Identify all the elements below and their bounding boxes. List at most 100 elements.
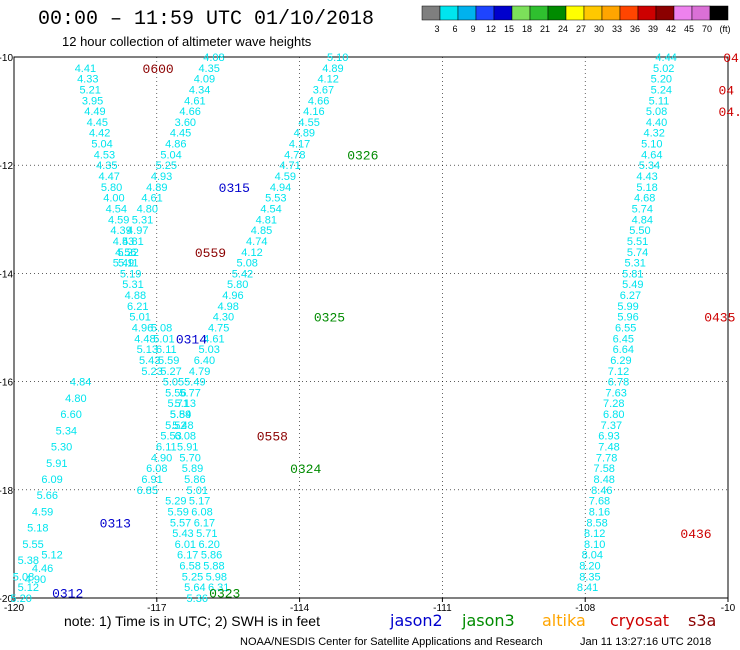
wave-height-point: 4.34 bbox=[189, 84, 210, 96]
wave-height-point: 5.21 bbox=[79, 84, 100, 96]
wave-height-point: 4.09 bbox=[194, 74, 215, 86]
wave-height-point: 5.86 bbox=[201, 550, 222, 562]
wave-height-point: 5.38 bbox=[18, 555, 39, 567]
colorbar-label: 27 bbox=[576, 24, 586, 34]
wave-height-point: 5.13 bbox=[137, 344, 158, 356]
x-tick-label: -114 bbox=[290, 603, 310, 614]
wave-height-point: 6.20 bbox=[198, 539, 219, 551]
wave-height-point: 6.93 bbox=[598, 431, 619, 443]
wave-height-point: 5.19 bbox=[120, 268, 141, 280]
plot-area: -120 -117 -114 -111 -108 -10 -10 -12 -14 -16 -18 -2… bbox=[0, 51, 740, 614]
x-tick-label: -10 bbox=[721, 603, 736, 614]
wave-height-point: 5.03 bbox=[198, 344, 219, 356]
wave-height-point: 4.43 bbox=[636, 171, 657, 183]
wave-height-point: 7.68 bbox=[589, 496, 610, 508]
wave-height-point: 4.86 bbox=[165, 139, 186, 151]
wave-height-point: 5.53 bbox=[160, 431, 181, 443]
wave-height-point: 4.17 bbox=[289, 139, 310, 151]
wave-height-point: 4.46 bbox=[32, 563, 53, 575]
pass-time-label: 0313 bbox=[100, 516, 131, 531]
wave-height-point: 5.01 bbox=[153, 333, 174, 345]
wave-height-point: 4.35 bbox=[96, 160, 117, 172]
wave-height-point: 4.32 bbox=[644, 128, 665, 140]
colorbar-label: 70 bbox=[702, 24, 712, 34]
wave-height-point: 5.01 bbox=[187, 485, 208, 497]
wave-height-point: 8.46 bbox=[591, 485, 612, 497]
wave-height-point: 4.81 bbox=[122, 236, 143, 248]
wave-height-point: 5.08 bbox=[151, 323, 172, 335]
wave-height-point: 5.02 bbox=[653, 63, 674, 75]
wave-height-point: 4.56 bbox=[115, 247, 136, 259]
wave-height-point: 5.11 bbox=[118, 258, 139, 270]
wave-height-point: 5.81 bbox=[622, 268, 643, 280]
wave-height-point: 6.27 bbox=[620, 290, 641, 302]
pass-time-label: 0326 bbox=[347, 148, 378, 163]
footer-timestamp: Jan 11 13:27:16 UTC 2018 bbox=[580, 636, 711, 648]
wave-height-point: 5.25 bbox=[156, 160, 177, 172]
wave-height-point: 6.45 bbox=[613, 333, 634, 345]
wave-height-point: 4.90 bbox=[25, 574, 46, 586]
colorbar-swatch bbox=[529, 5, 549, 21]
wave-height-point: 4.84 bbox=[632, 214, 653, 226]
wave-height-point: 5.91 bbox=[46, 458, 67, 470]
wave-height-point: 8.48 bbox=[594, 474, 615, 486]
wave-height-point: 5.08 bbox=[13, 571, 34, 583]
wave-height-point: 4.12 bbox=[241, 247, 262, 259]
wave-height-point: 4.45 bbox=[87, 117, 108, 129]
wave-height-point: 4.54 bbox=[106, 203, 127, 215]
wave-height-point: 5.20 bbox=[10, 593, 31, 605]
y-tick-label: -14 bbox=[0, 269, 13, 280]
wave-height-point: 5.49 bbox=[113, 258, 134, 270]
pass-time-label: 0323 bbox=[209, 587, 240, 602]
colorbar-swatch bbox=[457, 5, 477, 21]
colorbar-swatch bbox=[583, 5, 603, 21]
pass-time-label: 0600 bbox=[143, 62, 174, 77]
wave-height-point: 5.55 bbox=[22, 539, 43, 551]
colorbar-label: 39 bbox=[648, 24, 658, 34]
wave-height-point: 7.28 bbox=[603, 398, 624, 410]
wave-height-point: 4.12 bbox=[317, 74, 338, 86]
colorbar: 3 6 9 12 15 18 21 24 27 30 33 36 39 42 45 70 (ft) bbox=[421, 5, 731, 34]
wave-height-point: 5.18 bbox=[27, 523, 48, 535]
wave-height-point: 6.31 bbox=[208, 582, 229, 594]
wave-height-point: 6.09 bbox=[41, 474, 62, 486]
wave-height-point: 5.74 bbox=[627, 247, 648, 259]
colorbar-swatch bbox=[601, 5, 621, 21]
colorbar-label: (ft) bbox=[720, 24, 731, 34]
colorbar-swatch bbox=[655, 5, 675, 21]
wave-height-point: 5.59 bbox=[168, 506, 189, 518]
wave-height-point: 8.58 bbox=[586, 517, 607, 529]
wave-height-point: 5.70 bbox=[179, 452, 200, 464]
wave-height-point: 5.31 bbox=[624, 258, 645, 270]
wave-height-point: 4.30 bbox=[213, 312, 234, 324]
wave-height-point: 4.84 bbox=[70, 377, 91, 389]
wave-height-point: 8.04 bbox=[582, 550, 603, 562]
legend-entry: cryosat bbox=[610, 611, 669, 630]
wave-height-point: 4.98 bbox=[217, 301, 238, 313]
wave-height-point: 4.68 bbox=[634, 193, 655, 205]
chart-title: 00:00 – 11:59 UTC 01/10/2018 bbox=[38, 8, 374, 31]
wave-height-point: 4.64 bbox=[641, 149, 662, 161]
wave-height-point: 5.08 bbox=[237, 258, 258, 270]
wave-height-point: 5.22 bbox=[118, 247, 139, 259]
wave-height-point: 4.89 bbox=[146, 182, 167, 194]
wave-height-point: 4.16 bbox=[303, 106, 324, 118]
pass-time-label: 0312 bbox=[52, 587, 83, 602]
wave-height-point: 5.29 bbox=[165, 496, 186, 508]
colorbar-swatch bbox=[691, 5, 711, 21]
colorbar-swatch bbox=[511, 5, 531, 21]
wave-height-point: 5.74 bbox=[632, 203, 653, 215]
wave-height-point: 6.08 bbox=[175, 431, 196, 443]
wave-height-point: 8.41 bbox=[577, 582, 598, 594]
pass-time-label: 0435 bbox=[704, 311, 735, 326]
wave-height-point: 5.31 bbox=[132, 214, 153, 226]
wave-height-point: 6.17 bbox=[194, 517, 215, 529]
wave-height-point: 6.08 bbox=[146, 463, 167, 475]
colorbar-swatch bbox=[493, 5, 513, 21]
wave-height-point: 5.08 bbox=[646, 106, 667, 118]
footer-credit: NOAA/NESDIS Center for Satellite Applica… bbox=[240, 636, 543, 648]
wave-height-point: 6.55 bbox=[615, 323, 636, 335]
wave-height-point: 4.59 bbox=[108, 214, 129, 226]
wave-height-point: 4.97 bbox=[127, 225, 148, 237]
